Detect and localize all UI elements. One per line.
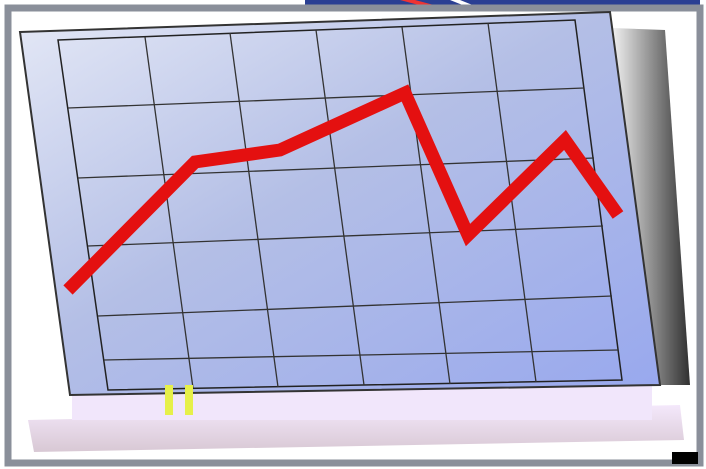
panel-shadow [612,28,690,385]
top-strip [305,0,700,8]
grid [67,22,619,389]
trend-line [63,84,624,295]
artifact [165,385,173,415]
artifact [185,385,193,415]
corner-mark [672,452,698,464]
